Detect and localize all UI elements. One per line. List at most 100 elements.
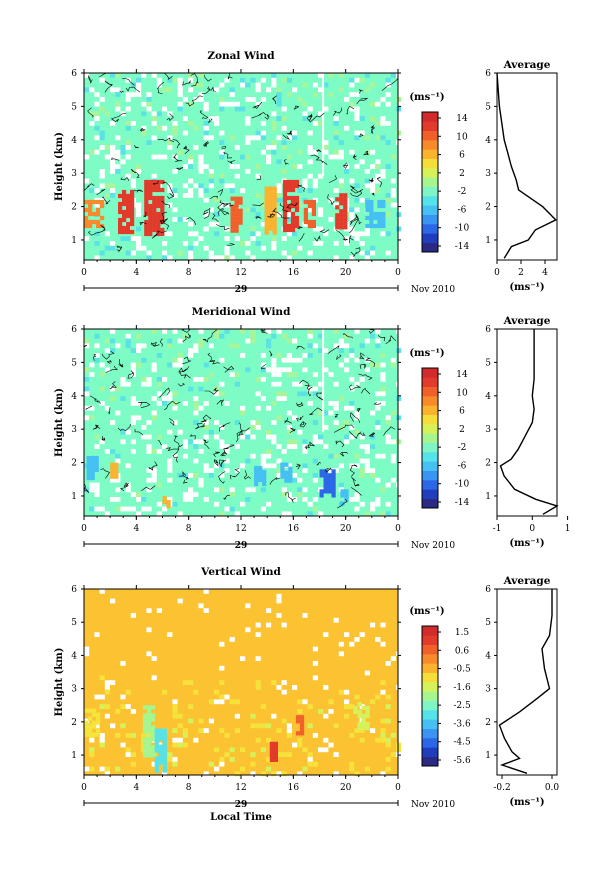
heatmap-cell (96, 199, 101, 205)
heatmap-cell (130, 401, 136, 406)
heatmap-cell (344, 405, 350, 411)
heatmap-cell (343, 213, 348, 218)
heatmap-cell (104, 193, 110, 198)
heatmap-cell (130, 362, 136, 368)
heatmap-cell (354, 197, 360, 203)
colorbar-segment (422, 700, 438, 711)
heatmap-cell (214, 747, 220, 753)
heatmap-cell (158, 732, 163, 737)
heatmap-cell (369, 203, 374, 209)
heatmap-cell (99, 106, 105, 112)
profile-y-tick-label: 4 (485, 136, 491, 146)
heatmap-cell (307, 752, 313, 757)
contour-line (177, 383, 186, 387)
heatmap-cell (276, 159, 282, 165)
heatmap-cell (240, 410, 246, 416)
heatmap-cell (369, 199, 374, 205)
heatmap-cell (182, 97, 188, 102)
heatmap-cell (172, 121, 178, 126)
contour-line (316, 149, 321, 153)
colorbar-tick-label: 10 (456, 388, 468, 398)
colorbar-frame (421, 625, 439, 767)
heatmap-cell (203, 125, 209, 131)
contour-line (219, 422, 231, 432)
heatmap-cell (370, 164, 376, 169)
heatmap-cell (130, 415, 136, 421)
heatmap-cell (286, 338, 292, 344)
heatmap-cell (104, 680, 110, 685)
heatmap-cell (338, 396, 344, 401)
heatmap-cell (286, 255, 292, 261)
month-label: Nov 2010 (411, 800, 455, 810)
heatmap-cell (130, 92, 136, 97)
heatmap-cell (338, 149, 344, 155)
heatmap-cell (219, 255, 225, 261)
heatmap-cell (271, 420, 277, 425)
contour-line (175, 167, 184, 171)
heatmap-cell (172, 737, 178, 743)
heatmap-cell (89, 737, 95, 743)
heatmap-cell (349, 434, 355, 440)
heatmap-cell (86, 467, 91, 473)
heatmap-cell (203, 425, 209, 430)
heatmap-cell (142, 741, 148, 746)
heatmap-cell (272, 226, 277, 231)
heatmap-cell (327, 489, 332, 494)
heatmap-cell (126, 229, 131, 235)
heatmap-cell (110, 680, 116, 685)
heatmap-cell (318, 87, 324, 93)
contour-line (279, 203, 288, 212)
heatmap-cell (286, 207, 292, 213)
heatmap-cell (188, 193, 194, 198)
heatmap-cell (162, 740, 167, 745)
heatmap-cell (312, 675, 318, 681)
heatmap-cell (214, 221, 220, 227)
colorbar-segment (422, 663, 438, 673)
heatmap-cell (203, 164, 209, 169)
heatmap-cell (331, 477, 336, 482)
heatmap-cell (150, 733, 156, 738)
heatmap-cell (250, 487, 256, 493)
heatmap-cell (380, 372, 386, 377)
profile-x-tick-label: -0.2 (493, 783, 510, 793)
heatmap-cell (84, 207, 89, 213)
heatmap-cell (151, 135, 157, 141)
heatmap-cell (295, 715, 301, 720)
colorbar-segment (422, 691, 438, 701)
heatmap-cell (126, 221, 131, 227)
heatmap-cell (234, 381, 240, 387)
x-axis-label: Local Time (210, 812, 272, 823)
contour-line (172, 139, 181, 149)
heatmap-cell (115, 506, 121, 512)
heatmap-cell (380, 231, 386, 237)
heatmap-cell (282, 211, 288, 217)
contour-line (183, 145, 190, 155)
heatmap-cell (86, 455, 91, 461)
heatmap-cell (84, 236, 90, 241)
heatmap-cell (260, 245, 266, 251)
heatmap-cell (377, 223, 382, 229)
contour-line (352, 154, 357, 161)
heatmap-cell (264, 206, 269, 211)
heatmap-cell (359, 728, 365, 733)
heatmap-cell (89, 487, 95, 493)
contour-line (349, 412, 360, 423)
heatmap-cell (203, 226, 209, 232)
heatmap-cell (281, 752, 287, 757)
heatmap-cell (364, 231, 370, 237)
contour-line (316, 462, 322, 466)
heatmap-cell (333, 241, 339, 246)
x-tick-label: 20 (340, 783, 352, 793)
heatmap-cell (250, 338, 256, 344)
heatmap-cell (255, 193, 261, 198)
heatmap-cell (167, 362, 173, 368)
heatmap-cell (302, 463, 308, 469)
heatmap-cell (110, 497, 116, 502)
heatmap-cell (88, 199, 93, 205)
heatmap-cell (281, 125, 287, 131)
heatmap-cell (318, 439, 324, 445)
heatmap-cell (276, 87, 282, 93)
heatmap-cell (167, 231, 173, 237)
heatmap-cell (299, 731, 305, 736)
heatmap-cell (122, 189, 127, 195)
